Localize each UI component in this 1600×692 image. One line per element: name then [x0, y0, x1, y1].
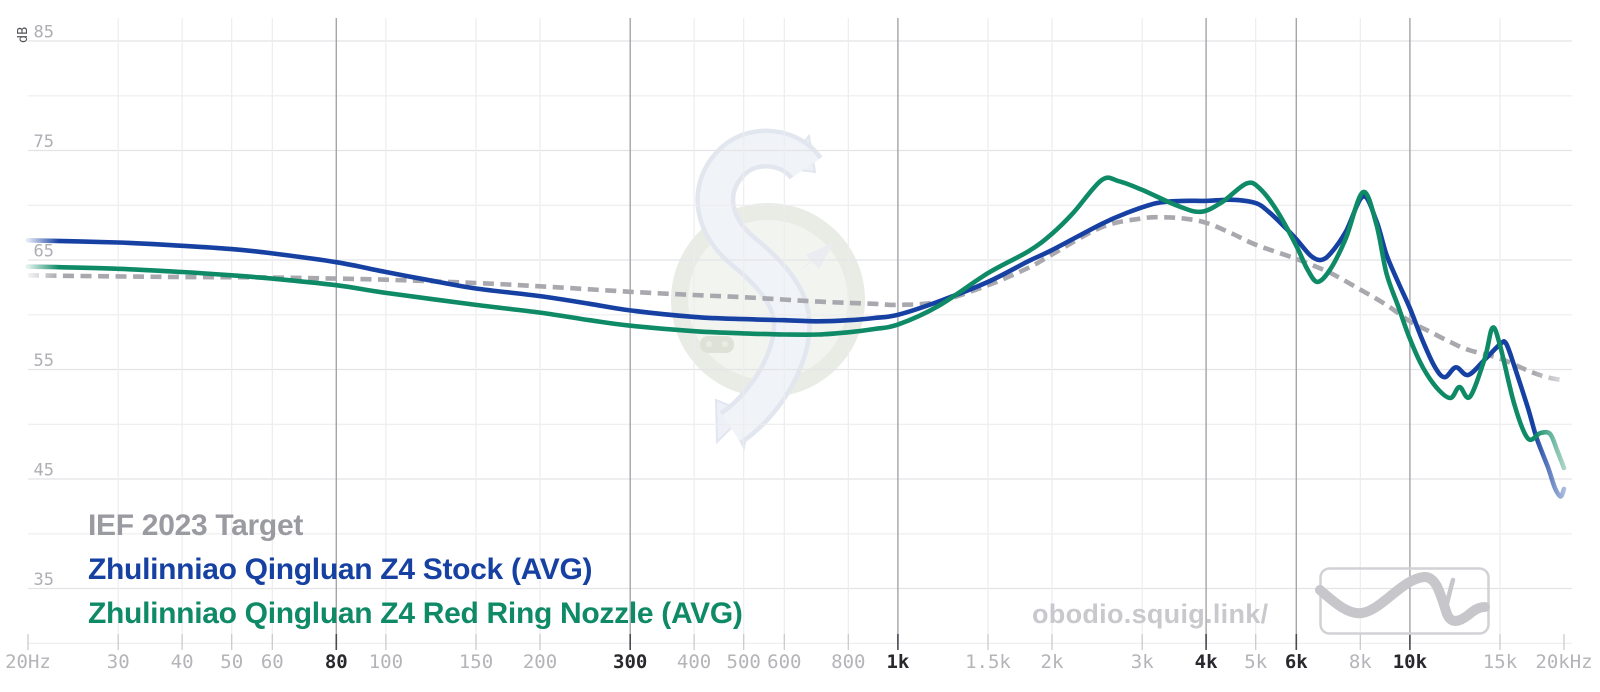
x-tick-label: 150	[459, 651, 493, 673]
legend-item-red-ring-nozzle-avg[interactable]: Zhulinniao Qingluan Z4 Red Ring Nozzle (…	[88, 597, 743, 630]
x-tick-label: 800	[831, 651, 865, 673]
x-tick-label: 1.5k	[965, 651, 1011, 673]
squiggle-icon	[1315, 572, 1490, 626]
x-tick-label: 5k	[1244, 651, 1267, 673]
y-axis-unit-label: dB	[15, 27, 31, 43]
x-tick-label: 20kHz	[1535, 651, 1592, 673]
x-tick-label: 1k	[886, 651, 909, 673]
x-tick-label: 30	[107, 651, 130, 673]
x-tick-label: 500	[727, 651, 761, 673]
legend-item-ief-2023-target[interactable]: IEF 2023 Target	[88, 509, 304, 542]
x-tick-label: 8k	[1349, 651, 1372, 673]
legend-item-stock-avg[interactable]: Zhulinniao Qingluan Z4 Stock (AVG)	[88, 553, 593, 586]
x-tick-label: 300	[613, 651, 647, 673]
x-tick-label: 200	[523, 651, 557, 673]
x-tick-label: 2k	[1041, 651, 1064, 673]
squig-logo-watermark	[671, 128, 865, 452]
chart-legend: IEF 2023 Target Zhulinniao Qingluan Z4 S…	[88, 504, 743, 636]
watermark-site-url: obodio.squig.link/	[1032, 599, 1269, 629]
curves	[25, 175, 1567, 499]
x-tick-label: 50	[220, 651, 243, 673]
x-tick-label: 10k	[1393, 651, 1428, 673]
y-tick-label: 45	[34, 461, 54, 481]
x-tick-label: 15k	[1483, 651, 1518, 673]
y-tick-label: 35	[34, 570, 54, 590]
x-tick-label: 60	[261, 651, 284, 673]
x-tick-label: 4k	[1195, 651, 1218, 673]
y-axis: 85 75 65 55 45 35 dB	[15, 23, 54, 591]
x-tick-label: 20Hz	[5, 651, 51, 673]
x-axis: 20Hz 30 40 50 60 80 100 150 200 300 400 500 600 800 1k…	[5, 634, 1593, 673]
curve-2	[25, 175, 1567, 471]
y-tick-label: 85	[34, 23, 54, 43]
x-tick-label: 40	[171, 651, 194, 673]
grid	[28, 18, 1572, 644]
x-tick-label: 400	[677, 651, 711, 673]
squig-logo-box	[1315, 567, 1490, 635]
x-tick-label: 3k	[1131, 651, 1154, 673]
y-tick-label: 55	[34, 351, 54, 371]
x-tick-label: 80	[325, 651, 348, 673]
x-tick-label: 100	[369, 651, 403, 673]
x-tick-label: 6k	[1285, 651, 1308, 673]
x-tick-label: 600	[767, 651, 801, 673]
y-tick-label: 75	[34, 132, 54, 152]
y-tick-label: 65	[34, 242, 54, 262]
